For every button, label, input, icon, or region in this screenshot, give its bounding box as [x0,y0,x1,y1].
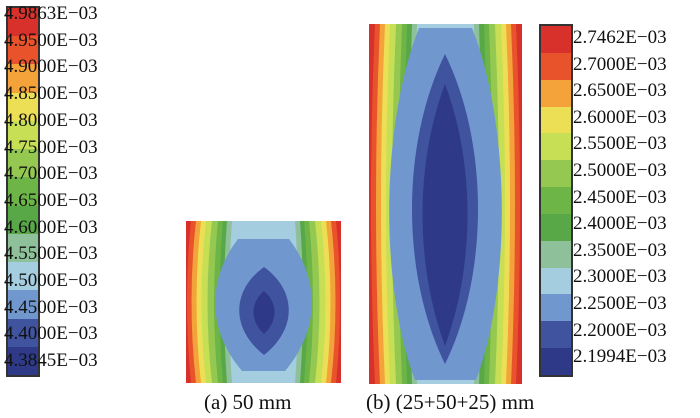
legend-swatch-4 [8,92,38,122]
legend-label: 2.2000E−03 [573,319,667,341]
legend-label: 2.1994E−03 [573,346,667,368]
legend-label: 2.7000E−03 [573,53,667,75]
legend-colorbar-b [539,24,573,377]
legend-label: 4.6000E−03 [4,216,98,238]
legend-label: 2.4000E−03 [573,213,667,235]
legend-swatch-9 [8,233,38,263]
contour-plot-b [369,24,522,384]
legend-label: 4.3845E−03 [4,350,98,372]
legend-swatch-2 [541,52,571,81]
legend-label: 2.6000E−03 [573,106,667,128]
legend-swatch-7 [541,187,571,215]
legend-label: 2.3500E−03 [573,239,667,261]
caption-b: (b) (25+50+25) mm [366,390,535,414]
legend-labels-a: 4.9863E−03 4.9500E−03 4.9000E−03 4.8500E−03… [4,0,164,390]
legend-label: 4.9000E−03 [4,56,98,78]
legend-label: 4.9863E−03 [4,3,98,24]
legend-label: 2.2500E−03 [573,293,667,314]
legend-labels-b: 2.7462E−03 2.7000E−03 2.6500E−03 2.6000E−03… [573,0,700,390]
legend-label: 4.6500E−03 [4,189,98,211]
legend-label: 4.9500E−03 [4,29,98,51]
legend-label: 2.5000E−03 [573,160,667,181]
legend-swatch-7 [8,177,38,207]
legend-swatch-3 [541,79,571,108]
legend-swatch-5 [541,133,571,161]
legend-swatch-8 [8,205,38,235]
contour-plot-a [186,221,341,383]
legend-swatch-12 [541,321,571,349]
contour-band-darknavy-b [422,84,468,346]
legend-swatch-13 [541,348,571,376]
legend-swatch-10 [541,267,571,295]
legend-label: 2.4500E−03 [573,186,667,208]
legend-swatch-3 [8,64,38,94]
legend-swatch-2 [8,36,38,65]
legend-swatch-1 [8,8,38,37]
legend-swatch-6 [541,160,571,188]
legend-colorbar-a [6,6,40,377]
legend-label: 4.4000E−03 [4,323,98,345]
legend-label: 4.4500E−03 [4,296,98,318]
legend-swatch-8 [541,213,571,242]
legend-label: 2.5500E−03 [573,133,667,155]
legend-swatch-1 [541,26,571,54]
contour-band-darknavy-a [253,291,275,334]
legend-label: 4.8000E−03 [4,109,98,131]
legend-swatch-11 [541,294,571,322]
legend-label: 2.7462E−03 [573,27,667,48]
legend-label: 2.3000E−03 [573,266,667,288]
legend-label: 4.8500E−03 [4,83,98,105]
legend-swatch-4 [541,106,571,134]
caption-a: (a) 50 mm [204,390,292,414]
legend-swatch-11 [8,290,38,320]
legend-label: 4.7000E−03 [4,163,98,185]
legend-swatch-13 [8,346,38,376]
legend-label: 4.7500E−03 [4,136,98,158]
legend-swatch-9 [541,240,571,269]
legend-label: 2.6500E−03 [573,80,667,102]
legend-label: 4.5500E−03 [4,243,98,265]
legend-swatch-6 [8,149,38,178]
legend-label: 4.5000E−03 [4,270,98,291]
legend-swatch-12 [8,318,38,348]
legend-swatch-10 [8,262,38,291]
legend-swatch-5 [8,120,38,150]
